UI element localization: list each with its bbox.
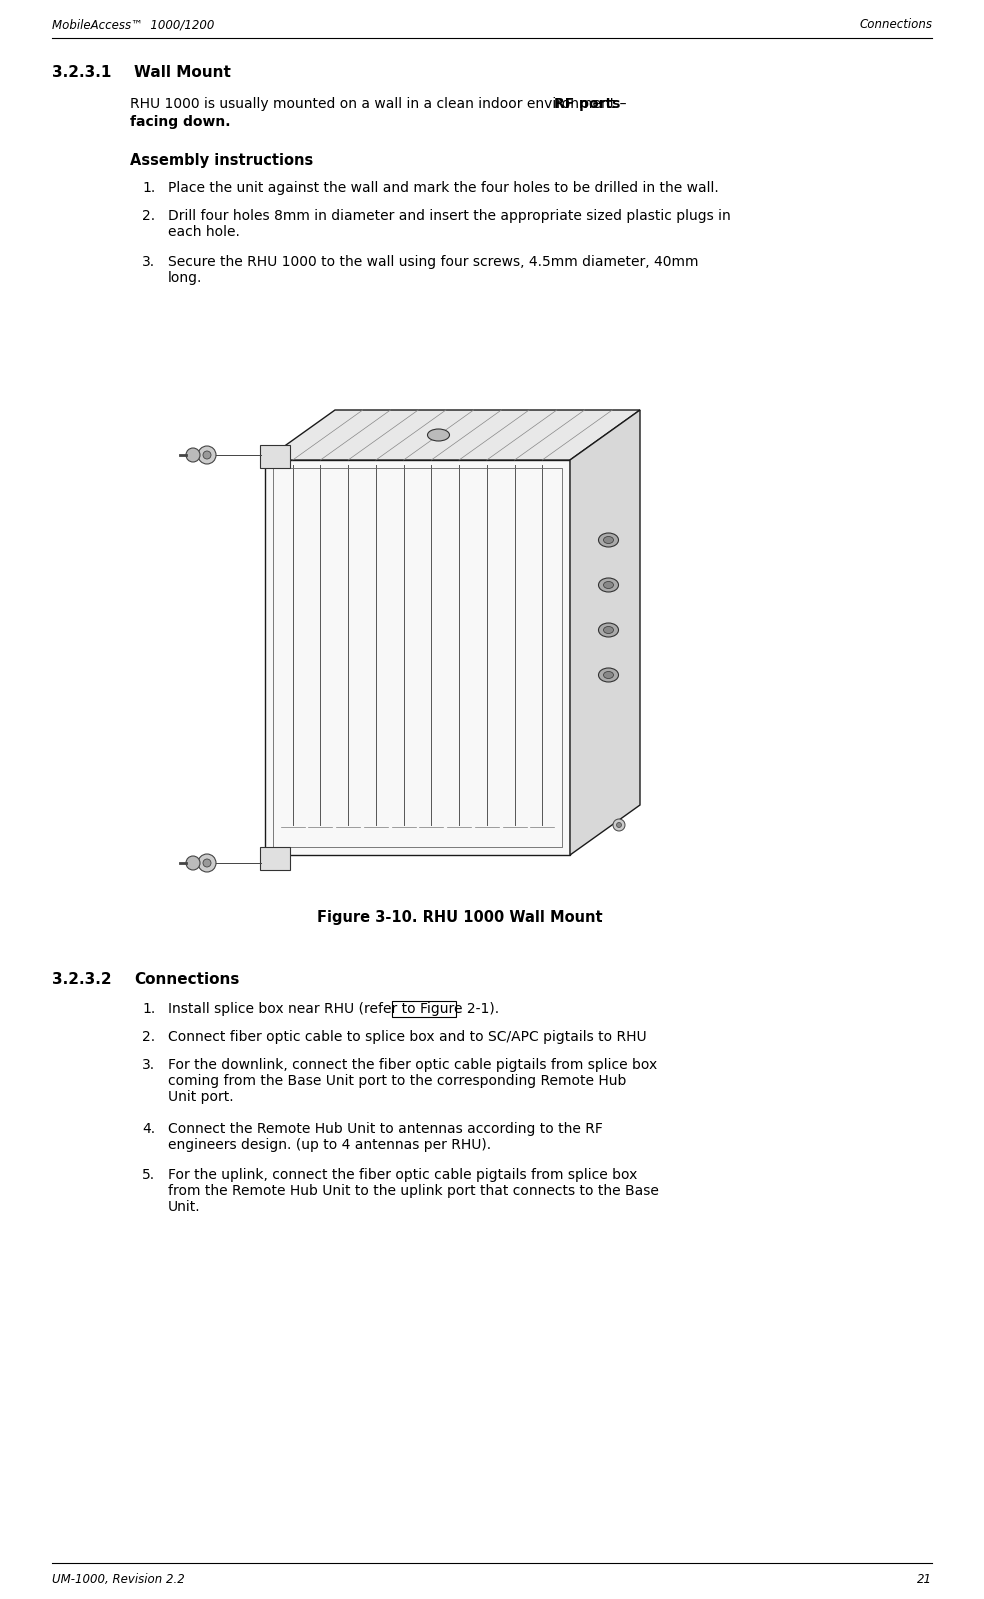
Text: For the downlink, connect the fiber optic cable pigtails from splice box
coming : For the downlink, connect the fiber opti… xyxy=(168,1059,657,1105)
Text: Connections: Connections xyxy=(859,18,932,30)
Circle shape xyxy=(186,448,200,462)
Polygon shape xyxy=(265,461,570,855)
Text: 2.: 2. xyxy=(142,209,155,222)
Circle shape xyxy=(186,855,200,870)
Ellipse shape xyxy=(427,429,450,441)
Text: MobileAccess™  1000/1200: MobileAccess™ 1000/1200 xyxy=(52,18,215,30)
Circle shape xyxy=(198,446,216,464)
Polygon shape xyxy=(570,409,640,855)
Text: UM-1000, Revision 2.2: UM-1000, Revision 2.2 xyxy=(52,1573,185,1586)
Text: Connect fiber optic cable to splice box and to SC/APC pigtails to RHU: Connect fiber optic cable to splice box … xyxy=(168,1030,646,1044)
Text: 4.: 4. xyxy=(142,1122,155,1135)
Text: Place the unit against the wall and mark the four holes to be drilled in the wal: Place the unit against the wall and mark… xyxy=(168,181,718,195)
Text: Drill four holes 8mm in diameter and insert the appropriate sized plastic plugs : Drill four holes 8mm in diameter and ins… xyxy=(168,209,731,240)
Text: Figure 3-10. RHU 1000 Wall Mount: Figure 3-10. RHU 1000 Wall Mount xyxy=(317,910,603,924)
Ellipse shape xyxy=(603,582,613,588)
Text: facing down.: facing down. xyxy=(130,115,230,130)
Ellipse shape xyxy=(598,668,619,683)
Text: 3.2.3.2: 3.2.3.2 xyxy=(52,972,111,987)
Text: Install splice box near RHU (refer to Figure 2-1).: Install splice box near RHU (refer to Fi… xyxy=(168,1003,499,1015)
Text: Connections: Connections xyxy=(134,972,239,987)
Text: Connect the Remote Hub Unit to antennas according to the RF
engineers design. (u: Connect the Remote Hub Unit to antennas … xyxy=(168,1122,603,1153)
Text: 21: 21 xyxy=(917,1573,932,1586)
Circle shape xyxy=(203,451,211,459)
Polygon shape xyxy=(260,847,290,870)
Ellipse shape xyxy=(598,532,619,547)
Text: RHU 1000 is usually mounted on a wall in a clean indoor environment –: RHU 1000 is usually mounted on a wall in… xyxy=(130,98,631,110)
Text: 5.: 5. xyxy=(142,1167,155,1182)
Text: 3.: 3. xyxy=(142,1059,155,1071)
Text: 2.: 2. xyxy=(142,1030,155,1044)
Ellipse shape xyxy=(598,577,619,592)
Bar xyxy=(392,1001,456,1017)
Polygon shape xyxy=(265,409,640,461)
Circle shape xyxy=(198,854,216,871)
Text: 3.: 3. xyxy=(142,254,155,269)
Circle shape xyxy=(613,819,625,831)
Text: 1.: 1. xyxy=(142,1003,155,1015)
Ellipse shape xyxy=(603,537,613,544)
Circle shape xyxy=(203,859,211,867)
Polygon shape xyxy=(260,445,290,469)
Text: Assembly instructions: Assembly instructions xyxy=(130,154,313,168)
Text: 3.2.3.1: 3.2.3.1 xyxy=(52,66,111,80)
Circle shape xyxy=(617,822,622,828)
Ellipse shape xyxy=(603,672,613,678)
Text: 1.: 1. xyxy=(142,181,155,195)
Text: RF ports: RF ports xyxy=(554,98,620,110)
Text: .: . xyxy=(205,115,210,130)
Text: For the uplink, connect the fiber optic cable pigtails from splice box
from the : For the uplink, connect the fiber optic … xyxy=(168,1167,659,1214)
Text: Wall Mount: Wall Mount xyxy=(134,66,231,80)
Text: Secure the RHU 1000 to the wall using four screws, 4.5mm diameter, 40mm
long.: Secure the RHU 1000 to the wall using fo… xyxy=(168,254,699,285)
Ellipse shape xyxy=(603,627,613,633)
Ellipse shape xyxy=(598,624,619,636)
